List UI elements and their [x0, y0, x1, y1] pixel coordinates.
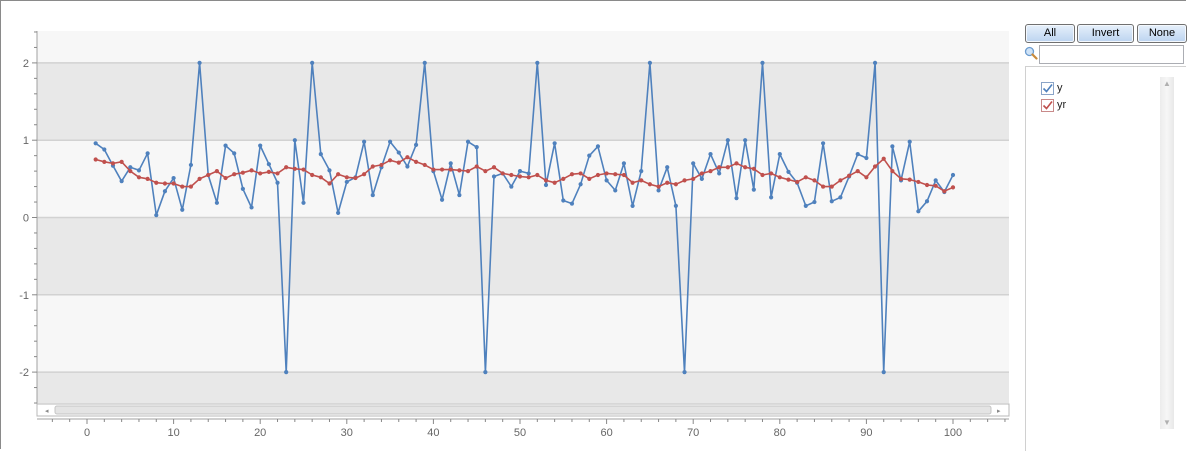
- series-yr: [93, 155, 956, 194]
- plot-bands: [37, 31, 1009, 404]
- checkbox-y[interactable]: [1041, 81, 1054, 95]
- scroll-down-arrow-icon[interactable]: ▼: [1163, 418, 1171, 427]
- svg-text:40: 40: [427, 427, 439, 439]
- select-all-button[interactable]: All: [1025, 24, 1075, 43]
- series-label-y: y: [1057, 82, 1063, 94]
- invert-selection-button[interactable]: Invert: [1077, 24, 1134, 43]
- series-item-y[interactable]: y: [1041, 80, 1063, 96]
- series-list: y yr ▲ ▼: [1025, 66, 1186, 451]
- scroll-right-arrow-icon[interactable]: ▸: [997, 408, 1001, 415]
- series-y: [93, 60, 956, 375]
- checkmark-icon: [1042, 100, 1053, 110]
- series-filter-panel: All Invert None y yr ▲ ▼: [1023, 24, 1187, 451]
- svg-text:-1: -1: [19, 290, 29, 302]
- svg-text:-2: -2: [19, 367, 29, 379]
- svg-text:90: 90: [860, 427, 872, 439]
- series-list-scrollbar[interactable]: ▲ ▼: [1160, 77, 1174, 429]
- series-search-input[interactable]: [1039, 45, 1184, 64]
- scroll-up-arrow-icon[interactable]: ▲: [1163, 79, 1171, 88]
- axes: 210-1-20 10 20 30 40 50 60 70 80 90 100: [19, 31, 1009, 439]
- scroll-left-arrow-icon[interactable]: ◂: [45, 408, 49, 415]
- svg-text:20: 20: [254, 427, 266, 439]
- line-chart: 210-1-20 10 20 30 40 50 60 70 80 90 100 ◂ ▸: [19, 31, 1010, 439]
- svg-text:10: 10: [167, 427, 179, 439]
- series-item-yr[interactable]: yr: [1041, 97, 1066, 113]
- checkbox-yr[interactable]: [1041, 98, 1054, 112]
- svg-text:50: 50: [514, 427, 526, 439]
- checkmark-icon: [1042, 83, 1053, 93]
- svg-text:100: 100: [944, 427, 962, 439]
- svg-text:70: 70: [687, 427, 699, 439]
- horizontal-scrollbar[interactable]: ◂ ▸: [36, 403, 1010, 417]
- series-label-yr: yr: [1057, 99, 1067, 111]
- svg-text:80: 80: [774, 427, 786, 439]
- search-icon: [1024, 46, 1038, 60]
- svg-text:0: 0: [23, 213, 29, 225]
- select-none-button[interactable]: None: [1137, 24, 1187, 43]
- svg-text:30: 30: [341, 427, 353, 439]
- svg-text:2: 2: [23, 58, 29, 70]
- series-layer: [93, 60, 956, 375]
- svg-text:60: 60: [600, 427, 612, 439]
- svg-text:0: 0: [84, 427, 90, 439]
- svg-text:1: 1: [23, 135, 29, 147]
